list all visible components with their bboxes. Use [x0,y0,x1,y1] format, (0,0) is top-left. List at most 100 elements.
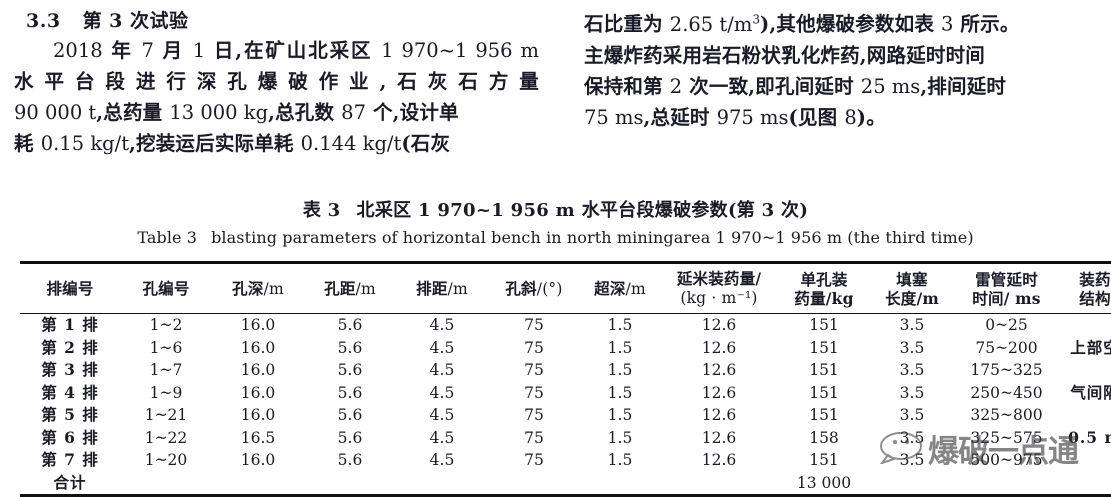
cell-hole-incline: 75 [524,451,544,469]
cell-row-no: 第 1 排 [41,315,99,334]
cell-hole-spacing: 5.6 [337,338,363,357]
paragraph-line-7: 保持和第 2 次一致,即孔间延时 25 ms,排间延时 [584,74,1007,98]
paragraph-line-5: 石比重为 2.65 t/m3),其他爆破参数如表 3 所示。 [584,12,1020,36]
cell-hole-incline: 75 [524,338,544,357]
table-total-row: 合计 13 000 [20,472,1111,496]
cell-structure: 0.5 m [1068,427,1111,447]
cell-empty [870,472,954,496]
cell-charge-per-m: 12.6 [701,406,737,424]
cell-delay: 175~325 [970,361,1043,379]
cell-hole-no: 1~20 [144,451,188,469]
paragraph-line-8: 75 ms,总延时 975 ms(见图 8)。 [584,105,886,129]
table-row: 第 2 排 1~6 16.0 5.6 4.5 75 1.5 12.6 151 3… [20,337,1111,360]
cell-row-spacing: 4.5 [429,428,455,447]
paragraph-line-4: 耗 0.15 kg/t,挖装运后实际单耗 0.144 kg/t(石灰 [14,132,451,155]
right-column: 石比重为 2.65 t/m3),其他爆破参数如表 3 所示。 主爆炸药采用岩石粉… [584,0,1109,133]
cell-hole-depth: 16.5 [240,428,276,447]
cell-hole-depth: 16.0 [240,451,276,469]
cell-row-spacing: 4.5 [429,316,455,334]
cell-hole-no: 1~21 [144,406,188,424]
cell-hole-incline: 75 [524,316,544,334]
cell-empty [304,472,396,496]
cell-row-spacing: 4.5 [429,406,455,424]
cell-charge-per-hole: 151 [809,383,839,402]
cell-delay: 500~975 [970,451,1043,469]
table-row: 第 6 排 1~22 16.5 5.6 4.5 75 1.5 12.6 158 … [20,427,1111,450]
col-header-charge-per-m: 延米装药量/(kg · m⁻¹) [676,269,762,307]
cell-over-drill: 1.5 [607,338,633,357]
cell-structure: 上部空 [1070,337,1111,357]
cell-charge-per-m: 12.6 [701,451,737,469]
cell-row-no: 第 7 排 [41,450,99,469]
cell-charge-per-hole: 151 [809,451,839,469]
table-caption-cn: 表 3 北采区 1 970~1 956 m 水平台段爆破参数(第 3 次) [0,196,1111,222]
table-row: 第 5 排 1~21 16.0 5.6 4.5 75 1.5 12.6 151 … [20,404,1111,427]
col-header-charge-per-hole: 单孔装 药量/kg [794,269,854,308]
cell-total-label: 合计 [53,472,87,492]
caption-cn-label: 表 3 [302,200,341,221]
cell-delay: 325~800 [970,406,1043,424]
cell-row-spacing: 4.5 [429,451,455,469]
cell-charge-per-hole: 151 [809,361,839,379]
table-header-row: 排编号 孔编号 孔深/m 孔距/m 排距/m 孔斜/(°) 超深/m 延米装药量… [20,262,1111,314]
caption-en-label: Table 3 [137,228,198,247]
cell-hole-spacing: 5.6 [337,316,363,334]
cell-over-drill: 1.5 [607,428,633,447]
col-header-hole-incline: 孔斜/(°) [505,278,563,298]
cell-charge-per-hole: 151 [809,406,839,424]
cell-delay: 75~200 [975,338,1038,357]
table-row: 第 3 排 1~7 16.0 5.6 4.5 75 1.5 12.6 151 3… [20,359,1111,382]
cell-charge-per-m: 12.6 [701,428,737,447]
cell-row-spacing: 4.5 [429,361,455,379]
cell-empty [660,472,778,496]
cell-hole-no: 1~7 [149,361,183,379]
cell-hole-spacing: 5.6 [337,383,363,402]
left-column: 3.3 第 3 次试验 2018 年 7 月 1 日,在矿山北采区 1 970~1… [14,0,539,159]
cell-empty [396,472,488,496]
paragraph-line-3: 90 000 t,总药量 13 000 kg,总孔数 87 个,设计单 [14,101,459,124]
cell-hole-depth: 16.0 [240,383,276,402]
cell-hole-spacing: 5.6 [337,451,363,469]
cell-hole-incline: 75 [524,383,544,402]
cell-charge-per-m: 12.6 [701,383,737,402]
cell-hole-no: 1~9 [149,383,183,402]
cell-hole-spacing: 5.6 [337,428,363,447]
table-caption-en: Table 3 blasting parameters of horizontal… [0,228,1111,247]
col-header-stemming: 填塞 长度/m [885,269,939,308]
table-row: 第 7 排 1~20 16.0 5.6 4.5 75 1.5 12.6 151 … [20,449,1111,472]
cell-charge-per-m: 12.6 [701,316,737,334]
section-number: 3.3 [26,10,61,32]
cell-stemming: 3.5 [899,361,925,379]
cell-stemming: 3.5 [899,316,925,334]
cell-hole-no: 1~2 [149,316,183,334]
cell-delay: 325~575 [970,428,1043,447]
cell-stemming: 3.5 [899,451,925,469]
col-header-row-no: 排编号 [46,278,94,298]
cell-hole-no: 1~6 [149,338,183,357]
cell-charge-per-m: 12.6 [701,361,737,379]
cell-row-no: 第 3 排 [41,360,99,379]
table-row: 第 1 排 1~2 16.0 5.6 4.5 75 1.5 12.6 151 3… [20,314,1111,337]
col-header-delay: 雷管延时 时间/ ms [972,269,1041,308]
cell-delay: 250~450 [970,383,1043,402]
article-body: 3.3 第 3 次试验 2018 年 7 月 1 日,在矿山北采区 1 970~1… [0,0,1111,200]
col-header-hole-spacing: 孔距/m [324,278,376,298]
blasting-parameters-table: 排编号 孔编号 孔深/m 孔距/m 排距/m 孔斜/(°) 超深/m 延米装药量… [20,261,1111,497]
cell-empty [212,472,304,496]
caption-cn-title: 北采区 1 970~1 956 m 水平台段爆破参数(第 3 次) [356,200,809,221]
paragraph-line-6: 主爆炸药采用岩石粉状乳化炸药,网路延时时间 [584,43,985,67]
cell-empty [954,472,1059,496]
cell-delay: 0~25 [985,316,1028,334]
cell-hole-incline: 75 [524,428,544,447]
cell-empty [488,472,580,496]
cell-row-no: 第 2 排 [41,337,99,357]
cell-hole-depth: 16.0 [240,406,276,424]
cell-structure [1059,449,1111,472]
paragraph-line-2: 水平台段进行深孔爆破作业,石灰石方量 [14,70,539,93]
cell-structure [1059,404,1111,427]
col-header-row-spacing: 排距/m [416,278,468,298]
cell-empty [1059,472,1111,496]
cell-stemming: 3.5 [899,383,925,402]
cell-over-drill: 1.5 [607,406,633,424]
cell-empty [120,472,212,496]
